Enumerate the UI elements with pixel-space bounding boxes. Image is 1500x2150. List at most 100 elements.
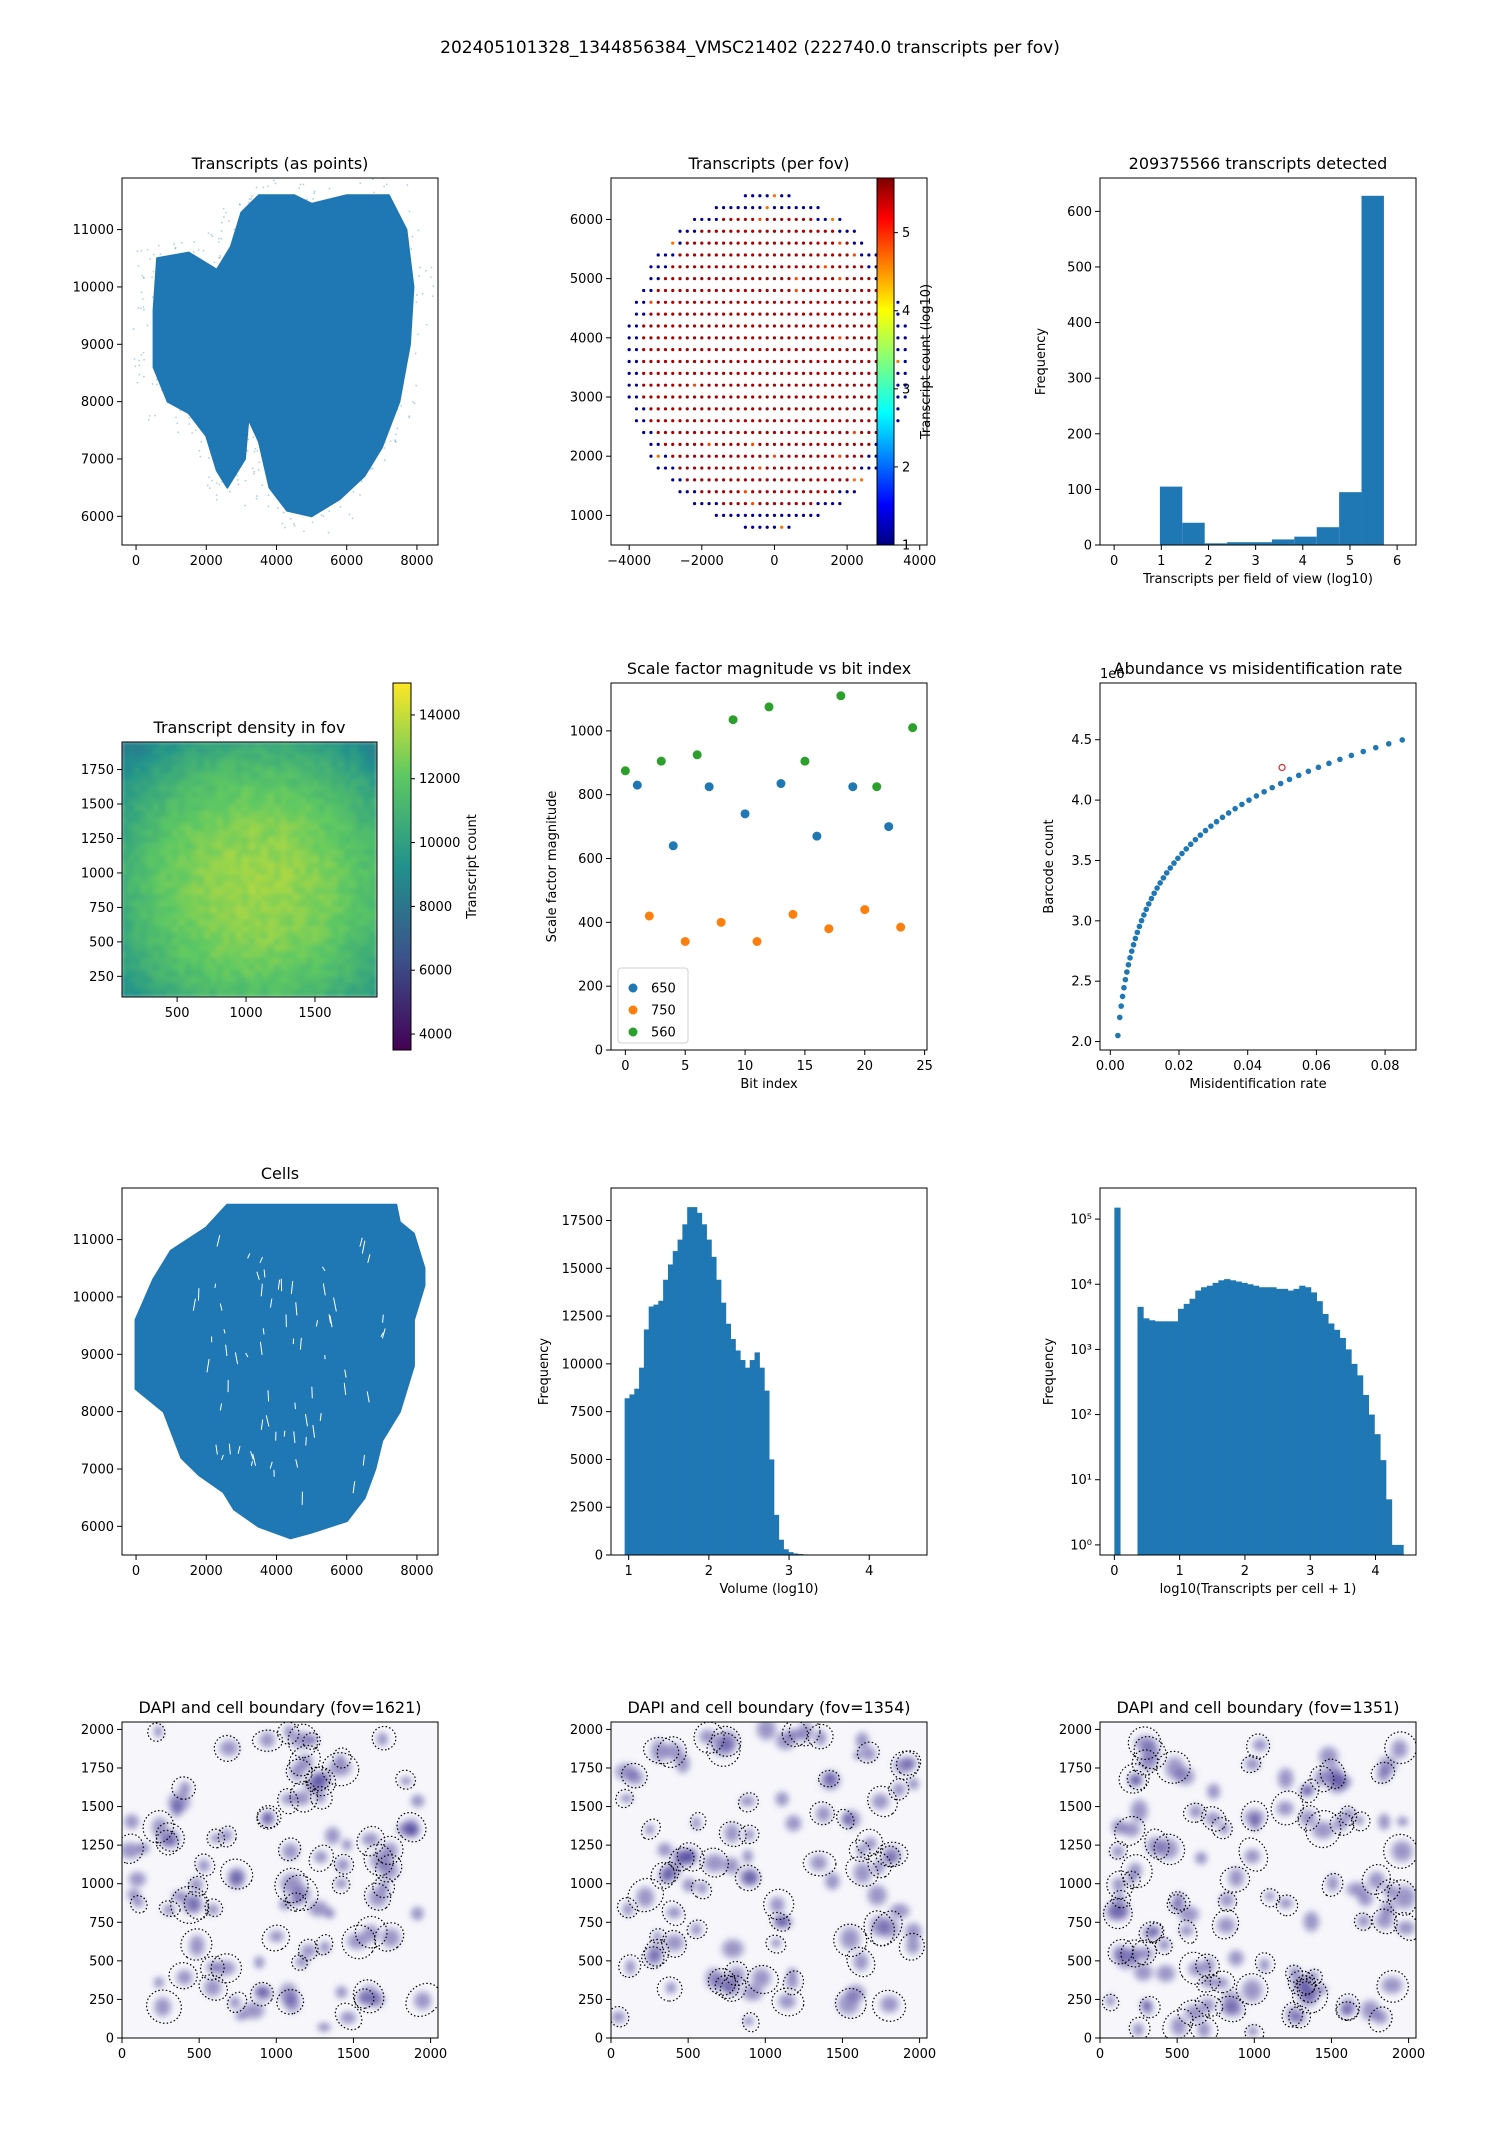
- fov-point: [634, 324, 639, 328]
- heatmap-cell: [133, 900, 143, 909]
- fov-point: [903, 395, 907, 399]
- fov-point: [729, 277, 733, 281]
- fov-point: [816, 312, 820, 316]
- fov-point: [794, 501, 798, 506]
- heatmap-cell: [369, 874, 377, 884]
- transcript-point: [210, 233, 213, 236]
- heatmap-cell: [146, 989, 155, 997]
- heatmap-cell: [267, 964, 276, 973]
- heatmap-cell: [184, 792, 194, 801]
- fov-point: [838, 241, 842, 245]
- heatmap-cell: [312, 957, 321, 967]
- heatmap-cell: [356, 772, 366, 782]
- heatmap-cell: [210, 855, 219, 865]
- transcript-point: [253, 450, 256, 453]
- fov-point: [896, 336, 900, 340]
- heatmap-cell: [312, 881, 321, 890]
- nucleus: [1308, 1818, 1338, 1842]
- heatmap-cell: [312, 823, 321, 833]
- heatmap-cell: [203, 951, 213, 960]
- cell-boundary: [274, 1867, 309, 1904]
- heatmap-cell: [223, 862, 232, 871]
- fov-point: [860, 312, 864, 316]
- fov-point: [743, 277, 747, 281]
- transcript-point: [141, 274, 144, 277]
- heatmap-cell: [356, 747, 366, 756]
- heatmap-cell: [178, 976, 187, 986]
- fov-point: [852, 371, 856, 375]
- fov-point: [823, 383, 827, 387]
- transcript-point: [406, 183, 409, 186]
- y-tick-label: 0: [106, 2032, 114, 2047]
- heatmap-cell: [261, 836, 270, 845]
- heatmap-cell: [248, 855, 257, 865]
- y-tick-label: 0: [595, 2032, 603, 2047]
- fov-point: [758, 466, 762, 470]
- heatmap-cell: [178, 804, 187, 814]
- fov-point: [772, 300, 777, 304]
- heatmap-cell: [248, 970, 257, 979]
- heatmap-cell: [172, 817, 181, 826]
- fov-point: [765, 407, 769, 411]
- heatmap-cell: [248, 817, 257, 826]
- y-tick-label: 15000: [562, 1262, 603, 1277]
- heatmap-cell: [369, 804, 377, 814]
- heatmap-cell: [223, 779, 232, 788]
- transcript-point: [252, 436, 255, 439]
- heatmap-cell: [331, 951, 340, 960]
- fov-point: [787, 490, 791, 494]
- fov-point: [845, 336, 849, 340]
- heatmap-cell: [274, 906, 283, 916]
- heatmap-cell: [165, 849, 174, 858]
- fov-point: [692, 430, 697, 435]
- transcript-point: [188, 423, 191, 425]
- transcript-point: [372, 178, 374, 180]
- histogram-bar: [1114, 1207, 1121, 1555]
- fov-point: [714, 359, 718, 364]
- nucleus: [126, 1869, 149, 1890]
- fov-point: [758, 419, 762, 423]
- heatmap-cell: [235, 945, 245, 954]
- chart-title: 209375566 transcripts detected: [1129, 154, 1388, 173]
- nucleus: [333, 1984, 350, 2001]
- transcript-point: [192, 250, 195, 253]
- fov-point: [692, 348, 697, 352]
- fov-point: [794, 324, 798, 328]
- heatmap-cell: [146, 823, 155, 833]
- fov-point: [867, 253, 871, 257]
- heatmap-cell: [293, 976, 302, 986]
- heatmap-cell: [229, 976, 238, 986]
- heatmap-cell: [325, 906, 334, 916]
- histogram-bar: [1281, 1288, 1289, 1555]
- fov-point: [721, 217, 726, 222]
- heatmap-cell: [152, 849, 162, 858]
- cell-boundary: [650, 1862, 676, 1890]
- histogram-bar: [1333, 1329, 1341, 1555]
- fov-point: [772, 525, 777, 529]
- fov-point: [649, 383, 653, 387]
- nucleus: [813, 1803, 834, 1825]
- y-tick-label: 1750: [81, 763, 114, 778]
- heatmap-cell: [229, 913, 238, 922]
- heatmap-cell: [312, 906, 321, 916]
- heatmap-cell: [197, 900, 206, 909]
- heatmap-cell: [159, 938, 168, 947]
- heatmap-cell: [274, 881, 283, 890]
- x-tick-label: 1000: [1238, 2047, 1271, 2062]
- heatmap-cell: [172, 868, 181, 877]
- x-tick-label: 1500: [1315, 2047, 1348, 2062]
- heatmap-cell: [274, 772, 283, 782]
- scatter-point: [1118, 1003, 1124, 1009]
- heatmap-cell: [178, 792, 187, 801]
- transcript-point: [140, 291, 143, 294]
- heatmap-cell: [197, 970, 206, 979]
- fov-point: [765, 205, 769, 210]
- heatmap-cell: [127, 843, 136, 852]
- fov-point: [685, 348, 689, 352]
- heatmap-cell: [369, 830, 377, 839]
- heatmap-cell: [363, 925, 372, 935]
- fov-point: [671, 312, 675, 316]
- heatmap-cell: [146, 938, 155, 947]
- heatmap-cell: [261, 862, 270, 871]
